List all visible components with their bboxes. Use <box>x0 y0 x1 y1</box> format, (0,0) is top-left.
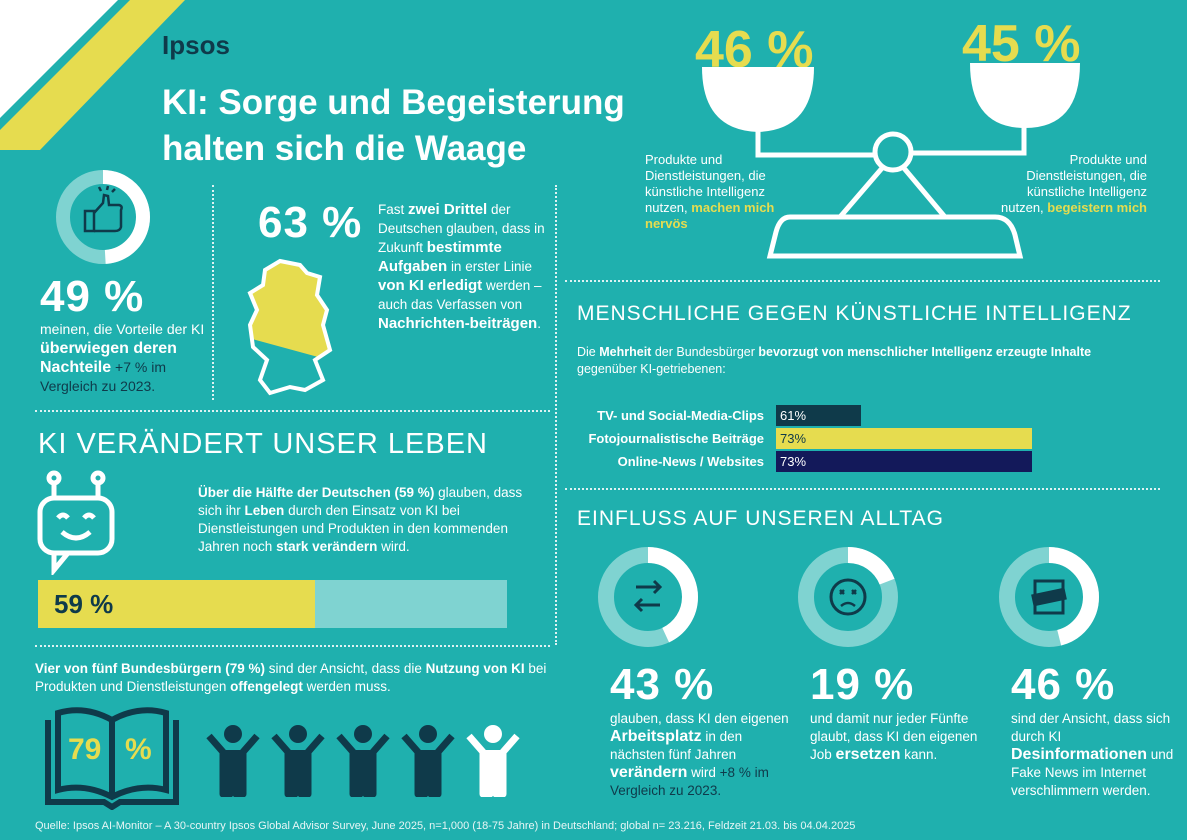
person-icon <box>466 725 520 797</box>
bar-row: TV- und Social-Media-Clips 61% <box>548 405 862 426</box>
scale-right-text: Produkte und Dienstleistungen, die künst… <box>1001 152 1147 215</box>
bar: 73% <box>776 451 1032 472</box>
divider <box>35 410 550 412</box>
donut-fill <box>999 547 1099 647</box>
life-bar-label: 59 % <box>54 589 114 619</box>
brand-logo: Ipsos <box>162 30 230 60</box>
thumbs-up-icon <box>83 185 123 233</box>
life-heading: KI VERÄNDERT UNSER LEBEN <box>38 428 488 460</box>
impact-donut <box>999 547 1099 647</box>
donut-fill <box>56 170 150 264</box>
human-vs-ai-text: Die Mehrheit der Bundesbürger bevorzugt … <box>577 345 1092 376</box>
human-vs-ai-heading: MENSCHLICHE GEGEN KÜNSTLICHE INTELLIGENZ <box>577 302 1132 325</box>
donut-49 <box>56 170 150 264</box>
stat-49-text: meinen, die Vorteile der KI überwiegen d… <box>40 321 205 394</box>
divider <box>565 280 1160 282</box>
bar-category-label: TV- und Social-Media-Clips <box>597 408 764 423</box>
impact-value: 19 % <box>810 660 915 709</box>
person-icon <box>206 725 260 797</box>
disclosure-text: Vier von fünf Bundesbürgern (79 %) sind … <box>35 661 547 694</box>
divider <box>35 645 550 647</box>
life-progress-fill <box>38 580 315 628</box>
robot-icon <box>37 470 115 575</box>
bar-row: Online-News / Websites 73% <box>548 451 1032 472</box>
fake-news-icon <box>1031 579 1067 615</box>
person-icon <box>336 725 390 797</box>
donut-fill <box>598 547 698 647</box>
life-progress-bar: 59 % <box>38 580 507 628</box>
source-note: Quelle: Ipsos AI-Monitor – A 30-country … <box>35 820 856 832</box>
impact-text: glauben, dass KI den eigenen Arbeitsplat… <box>610 711 789 798</box>
bar: 73% <box>776 428 1032 449</box>
sad-face-icon <box>829 578 867 616</box>
divider <box>555 185 557 645</box>
impact-donut <box>598 547 698 647</box>
person-icon <box>401 725 455 797</box>
bar: 61% <box>776 405 862 426</box>
donut-fill <box>798 547 898 647</box>
divider <box>212 185 214 400</box>
book-icon <box>45 707 179 810</box>
stat-63-value: 63 % <box>258 198 363 247</box>
corner-decoration <box>0 0 185 150</box>
impact-value: 46 % <box>1011 660 1116 709</box>
bar-category-label: Online-News / Websites <box>617 454 764 469</box>
impact-value: 43 % <box>610 660 715 709</box>
person-icon <box>271 725 325 797</box>
book-percent: % <box>125 733 152 766</box>
title-line: halten sich die Waage <box>162 129 527 168</box>
bar-category-label: Fotojournalistische Beiträge <box>588 431 764 446</box>
impact-text: und damit nur jeder Fünfte glaubt, dass … <box>810 711 978 763</box>
page-title: KI: Sorge und Begeisterung halten sich d… <box>162 80 625 172</box>
people-icons <box>205 722 522 797</box>
impact-text: sind der Ansicht, dass sich durch KI Des… <box>1011 711 1174 798</box>
stat-49-value: 49 % <box>40 272 145 321</box>
impact-donut <box>798 547 898 647</box>
scale-left-text: Produkte und Dienstleistungen, die künst… <box>645 152 775 231</box>
swap-arrows-icon <box>633 579 663 613</box>
stat-63-text: Fast zwei Drittel der Deutschen glauben,… <box>378 201 545 332</box>
impact-heading: EINFLUSS AUF UNSEREN ALLTAG <box>577 507 944 530</box>
book-value: 79 <box>68 733 102 766</box>
germany-map-icon <box>247 258 333 396</box>
bar-row: Fotojournalistische Beiträge 73% <box>548 428 1032 449</box>
balance-scale-icon <box>702 63 1080 259</box>
divider <box>565 488 1160 490</box>
life-text: Über die Hälfte der Deutschen (59 %) gla… <box>198 485 523 554</box>
title-line: KI: Sorge und Begeisterung <box>162 83 625 122</box>
